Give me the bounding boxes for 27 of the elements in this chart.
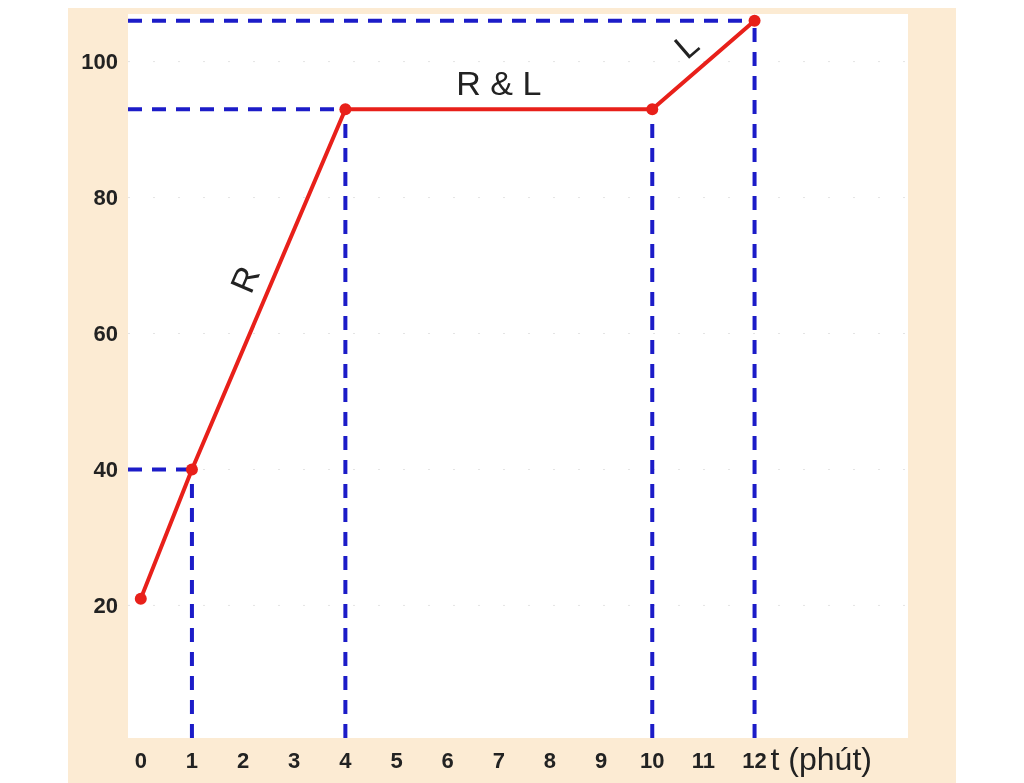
x-tick-label: 0	[134, 748, 147, 773]
x-tick-label: 12	[742, 748, 767, 773]
x-tick-label: 3	[288, 748, 301, 773]
x-tick-label: 8	[543, 748, 557, 773]
annotation: R & L	[456, 64, 542, 103]
point	[339, 103, 352, 116]
y-tick-label: 80	[93, 185, 118, 211]
annotation: L	[666, 24, 706, 66]
x-tick-label: 11	[691, 748, 716, 773]
y-tick-label: 40	[93, 457, 118, 483]
x-tick-label: 4	[339, 748, 353, 773]
x-tick-label: 1	[185, 748, 199, 773]
x-tick-label: 2	[236, 748, 250, 773]
point	[134, 592, 147, 605]
point	[748, 14, 761, 27]
y-tick-label: 20	[93, 593, 118, 619]
x-axis-title: t (phút)	[770, 741, 872, 777]
x-tick-label: 7	[492, 748, 505, 773]
y-tick-label: 60	[93, 321, 118, 347]
point	[646, 103, 659, 116]
x-tick-label: 9	[594, 748, 608, 773]
x-tick-label: 10	[640, 748, 665, 773]
y-tick-label: 100	[81, 49, 118, 75]
annotation: R	[222, 260, 268, 298]
x-tick-label: 6	[441, 748, 454, 773]
x-tick-label: 5	[390, 748, 403, 773]
point	[185, 463, 198, 476]
